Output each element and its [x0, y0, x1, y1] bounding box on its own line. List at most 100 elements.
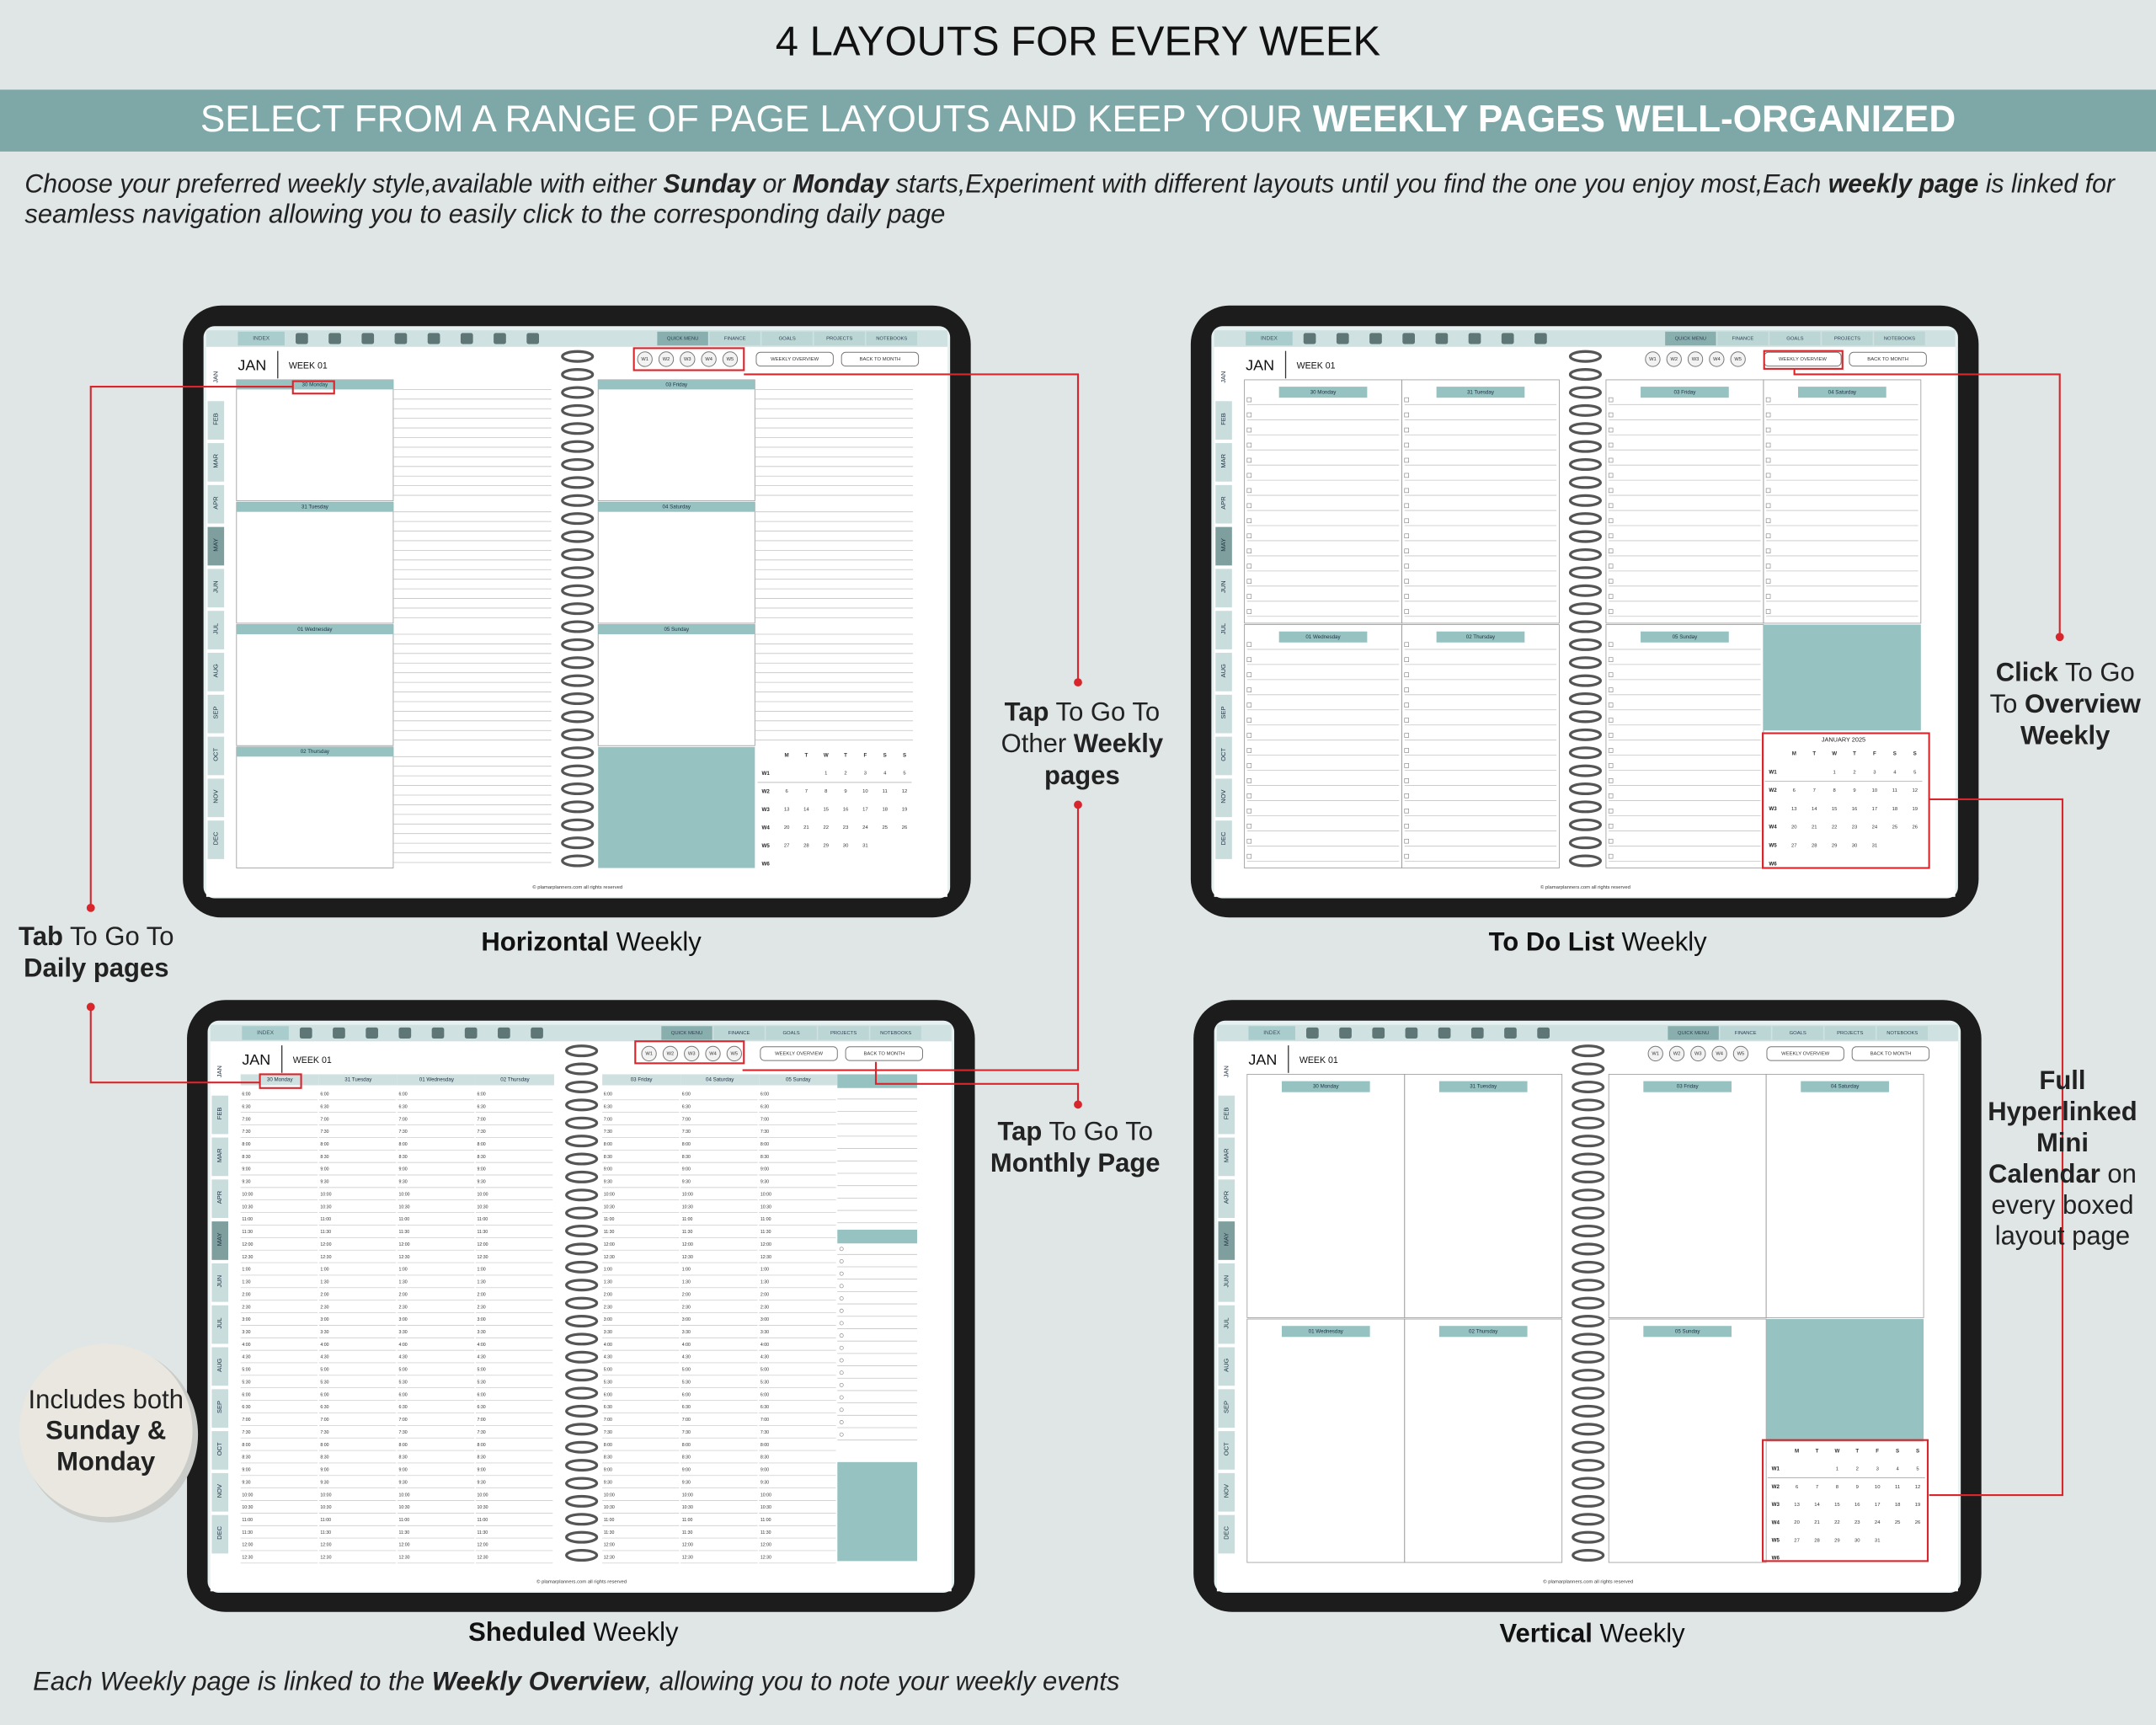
day-label: 02 Thursday: [301, 749, 330, 755]
top-tab-label: PROJECTS: [1834, 337, 1860, 342]
time-label: 6:00: [242, 1392, 250, 1397]
month-tab: [211, 1179, 229, 1219]
time-label: 6:30: [398, 1104, 407, 1109]
time-label: 6:00: [478, 1392, 486, 1397]
page-footer: © plamarplanners.com all rights reserved: [1543, 1578, 1633, 1584]
month-tab: [211, 1431, 229, 1470]
calendar-weekday: S: [1916, 1448, 1919, 1454]
time-label: 4:00: [398, 1343, 407, 1348]
day-label: 30 Monday: [267, 1077, 294, 1083]
top-tab-label: GOALS: [782, 1031, 799, 1036]
binder-ring: [1568, 530, 1603, 543]
calendar-day: 15: [1832, 807, 1838, 812]
nav-button-label: BACK TO MONTH: [860, 357, 901, 362]
time-label: 1:00: [682, 1268, 691, 1273]
top-tab: [866, 331, 917, 346]
nav-tab-label: INDEX: [1261, 336, 1278, 342]
binder-ring: [561, 728, 595, 741]
month-tab: [211, 1305, 229, 1344]
checkbox: [1404, 442, 1409, 448]
calendar-day: 18: [1892, 807, 1898, 812]
time-label: 10:00: [760, 1493, 771, 1498]
week-title: WEEK 01: [1299, 1055, 1338, 1065]
time-label: 7:00: [760, 1117, 769, 1122]
nav-icon: [526, 333, 539, 344]
callout-line: [89, 386, 293, 908]
top-tab-label: QUICK MENU: [1678, 1031, 1709, 1036]
calendar-week-label: W5: [1769, 843, 1777, 849]
time-label: 11:30: [760, 1230, 771, 1235]
binder-ring: [561, 512, 595, 526]
checkbox: [1608, 457, 1614, 463]
schedule-header: [475, 1074, 554, 1086]
calendar-day: 17: [862, 808, 868, 813]
month-tab-label: JUN: [1219, 580, 1227, 593]
nav-button: [760, 1046, 838, 1061]
time-label: 12:00: [604, 1242, 615, 1247]
time-label: 12:30: [398, 1556, 409, 1561]
time-label: 8:00: [682, 1443, 691, 1448]
time-label: 8:30: [320, 1155, 328, 1160]
nav-icon: [296, 333, 308, 344]
time-label: 9:00: [242, 1167, 250, 1172]
day-label: 05 Sunday: [1675, 1328, 1700, 1334]
binder-ring: [565, 1350, 599, 1364]
nav-icon: [427, 333, 440, 344]
time-label: 7:00: [478, 1418, 486, 1423]
text-segment: Sheduled: [468, 1617, 586, 1647]
text-segment: Monthly Page: [990, 1148, 1161, 1178]
calendar-day: 4: [883, 772, 887, 777]
note-block: [1763, 624, 1921, 731]
time-label: 12:30: [320, 1556, 331, 1561]
binder-ring: [1568, 764, 1603, 777]
binder-ring: [565, 1423, 599, 1436]
checkbox: [1608, 657, 1614, 662]
binder-ring: [1568, 512, 1603, 526]
time-label: 6:00: [760, 1392, 769, 1397]
calendar-day: 2: [1853, 770, 1855, 775]
time-label: 10:30: [682, 1505, 693, 1510]
month-tab-label: OCT: [216, 1442, 223, 1455]
text-segment: Monday: [56, 1447, 156, 1477]
time-label: 10:30: [398, 1505, 409, 1510]
calendar-day: 25: [882, 825, 888, 830]
text-segment: Tab: [19, 921, 63, 951]
time-label: 10:00: [760, 1192, 771, 1197]
nav-icon: [464, 1027, 478, 1039]
calendar-day: 26: [1912, 825, 1918, 830]
time-label: 6:30: [242, 1104, 250, 1109]
time-label: 7:30: [478, 1430, 486, 1435]
month-tab: [1215, 359, 1232, 398]
text-segment: Weekly: [609, 927, 702, 957]
nav-button-label: BACK TO MONTH: [1867, 357, 1908, 362]
nav-button-label: WEEKLY OVERVIEW: [775, 1051, 823, 1056]
calendar-week-label: W5: [1772, 1538, 1780, 1544]
month-tab: [1218, 1305, 1235, 1344]
time-label: 5:30: [682, 1380, 691, 1385]
checkbox: [1404, 642, 1409, 648]
time-label: 6:00: [398, 1092, 407, 1097]
bullet: [839, 1259, 844, 1263]
time-label: 2:30: [682, 1305, 691, 1310]
nav-tab: [237, 331, 285, 346]
time-label: 11:00: [242, 1217, 253, 1222]
binder-ring: [1572, 1242, 1605, 1256]
month-tab-label: OCT: [211, 748, 219, 761]
binder-ring: [1568, 547, 1603, 561]
text-segment: on: [2100, 1159, 2137, 1188]
time-label: 10:30: [604, 1204, 615, 1210]
bullet: [839, 1321, 844, 1326]
month-tab: [1218, 1221, 1235, 1260]
binder-ring: [565, 1459, 599, 1472]
month-tab: [207, 569, 225, 608]
day-label: 05 Sunday: [664, 627, 689, 633]
month-tab: [211, 1095, 229, 1135]
top-tab-label: PROJECTS: [830, 1031, 857, 1036]
month-tab: [1215, 736, 1232, 776]
calendar-day: 13: [784, 808, 790, 813]
calendar-day: 31: [1872, 843, 1878, 848]
calendar-day: 20: [784, 825, 790, 830]
bullet: [839, 1370, 844, 1375]
